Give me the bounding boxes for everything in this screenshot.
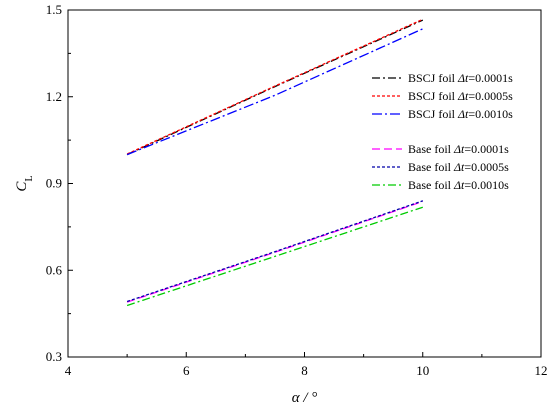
- y-axis-label: CL: [14, 175, 35, 191]
- y-tick-label: 1.5: [46, 2, 62, 17]
- series-line-5: [126, 200, 424, 303]
- x-tick-label: 4: [65, 363, 72, 378]
- series-line-3: [126, 28, 424, 156]
- y-tick-label: 1.2: [46, 89, 62, 104]
- y-axis-label-subscript: L: [24, 175, 35, 181]
- series-line-1: [126, 19, 424, 156]
- legend-label-5: Base foil Δt=0.0005s: [408, 160, 509, 174]
- x-tick-label: 10: [416, 363, 429, 378]
- legend-label-2: BSCJ foil Δt=0.0005s: [408, 89, 513, 103]
- y-axis: 0.3 0.6 0.9 1.2 1.5: [46, 2, 73, 364]
- legend-label-3: BSCJ foil Δt=0.0010s: [408, 107, 513, 121]
- x-axis-label: α / °: [292, 390, 318, 406]
- x-tick-label: 12: [535, 363, 548, 378]
- y-tick-label: 0.9: [46, 176, 62, 191]
- x-tick-label: 6: [183, 363, 190, 378]
- y-tick-label: 0.3: [46, 349, 62, 364]
- legend-label-1: BSCJ foil Δt=0.0001s: [408, 71, 513, 85]
- x-tick-label: 8: [301, 363, 308, 378]
- legend-label-6: Base foil Δt=0.0010s: [408, 178, 509, 192]
- legend-label-4: Base foil Δt=0.0001s: [408, 142, 509, 156]
- y-tick-label: 0.6: [46, 262, 63, 277]
- series-line-6: [126, 206, 424, 307]
- series-lines: [126, 18, 424, 307]
- series-line-2: [126, 18, 424, 155]
- legend: BSCJ foil Δt=0.0001s BSCJ foil Δt=0.0005s…: [372, 71, 513, 192]
- x-axis: 4 6 8 10 12: [65, 352, 548, 378]
